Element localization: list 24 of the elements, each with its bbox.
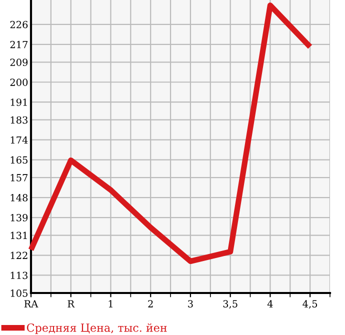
y-tick-label: 105 [10,289,28,297]
x-tick-label: 4,5 [302,300,318,309]
y-tick-label: 139 [10,214,28,222]
y-tick-label: 209 [10,58,28,66]
y-tick-label: 122 [10,252,28,259]
y-tick-label: 226 [10,20,28,28]
y-tick-label: 113 [10,272,28,280]
legend-label: Средняя Цена, тыс. йен [26,323,167,334]
y-tick-label: 157 [10,174,28,182]
y-tick-label: 165 [10,156,28,164]
y-tick-label: 131 [10,232,27,240]
y-tick-label: 174 [10,136,28,144]
y-tick-label: 191 [10,98,27,106]
y-tick-label: 148 [10,194,28,202]
x-tick-label: 4 [267,300,273,308]
x-tick-label: 3 [188,300,193,308]
y-tick-label: 183 [10,116,28,124]
y-tick-label: 200 [10,78,28,86]
x-tick-label: 2 [148,300,153,308]
x-tick-label: RA [24,300,38,308]
x-tick-label: R [68,300,75,308]
y-tick-label: 217 [10,40,28,48]
x-tick-label: 1 [108,300,112,308]
x-tick-label: 3,5 [223,300,238,309]
